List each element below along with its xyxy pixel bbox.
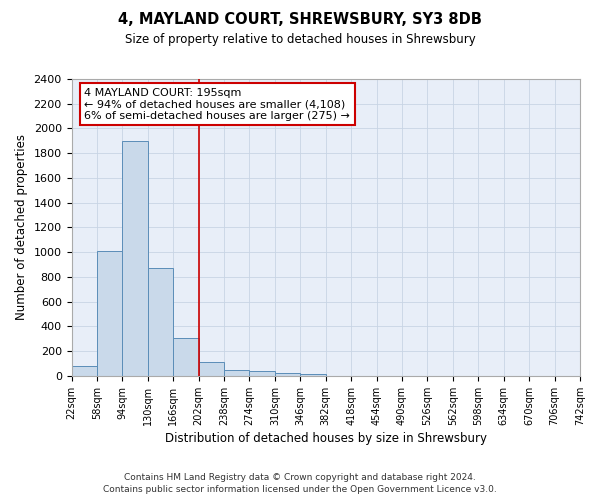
X-axis label: Distribution of detached houses by size in Shrewsbury: Distribution of detached houses by size … <box>165 432 487 445</box>
Text: 4, MAYLAND COURT, SHREWSBURY, SY3 8DB: 4, MAYLAND COURT, SHREWSBURY, SY3 8DB <box>118 12 482 28</box>
Bar <box>250 371 275 376</box>
Bar <box>148 268 173 376</box>
Bar <box>97 251 122 376</box>
Bar <box>275 373 301 376</box>
Bar <box>301 374 326 376</box>
Bar <box>199 362 224 376</box>
Text: Contains HM Land Registry data © Crown copyright and database right 2024.
Contai: Contains HM Land Registry data © Crown c… <box>103 472 497 494</box>
Text: Size of property relative to detached houses in Shrewsbury: Size of property relative to detached ho… <box>125 32 475 46</box>
Bar <box>173 338 199 376</box>
Bar <box>224 370 250 376</box>
Bar <box>122 141 148 376</box>
Text: 4 MAYLAND COURT: 195sqm
← 94% of detached houses are smaller (4,108)
6% of semi-: 4 MAYLAND COURT: 195sqm ← 94% of detache… <box>84 88 350 121</box>
Bar <box>71 366 97 376</box>
Y-axis label: Number of detached properties: Number of detached properties <box>15 134 28 320</box>
